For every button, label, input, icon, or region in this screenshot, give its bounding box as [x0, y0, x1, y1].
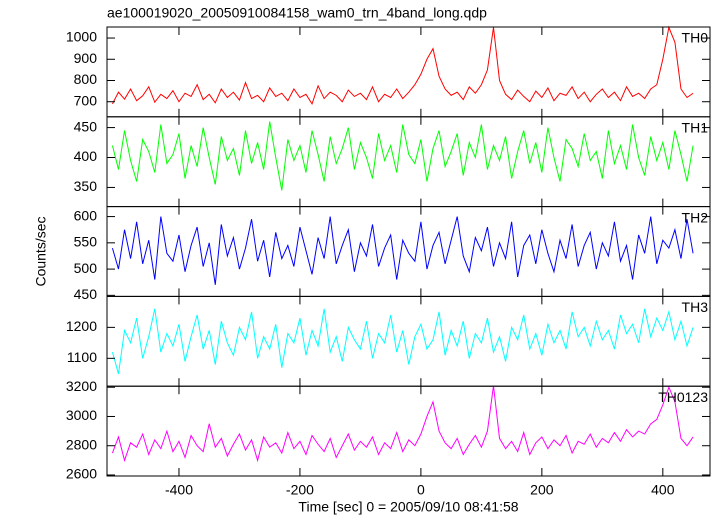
series-label: TH3	[682, 299, 709, 315]
series-line	[111, 308, 694, 374]
x-tick-label: 400	[651, 482, 675, 498]
y-tick-label: 400	[74, 148, 98, 164]
x-tick-label: 0	[417, 482, 425, 498]
series-line	[111, 121, 694, 191]
y-tick-label: 1200	[66, 318, 97, 334]
y-tick-label: 800	[74, 71, 98, 87]
series-label: TH1	[682, 120, 709, 136]
series-label: TH0	[682, 30, 709, 46]
x-tick-label: -200	[286, 482, 314, 498]
x-tick-label: -400	[165, 482, 193, 498]
y-tick-label: 900	[74, 50, 98, 66]
y-tick-label: 3200	[66, 378, 97, 394]
y-tick-label: 350	[74, 178, 98, 194]
series-line	[111, 25, 694, 106]
y-tick-label: 600	[74, 207, 98, 223]
y-tick-label: 3000	[66, 407, 97, 423]
series-label: TH0123	[658, 389, 708, 405]
chart-title: ae100019020_20050910084158_wam0_trn_4ban…	[107, 5, 487, 21]
panel-frame	[106, 295, 711, 387]
panel-frame	[106, 26, 711, 118]
series-line	[111, 216, 694, 285]
y-tick-label: 2600	[66, 466, 97, 482]
y-tick-label: 1000	[66, 29, 97, 45]
series-label: TH2	[682, 209, 709, 225]
x-tick-label: 200	[530, 482, 554, 498]
series-line	[111, 385, 694, 463]
y-tick-label: 1100	[67, 349, 97, 365]
x-axis-label: Time [sec] 0 = 2005/09/10 08:41:58	[298, 499, 518, 515]
y-tick-label: 550	[74, 234, 98, 250]
y-axis-label: Counts/sec	[33, 216, 49, 286]
y-tick-label: 500	[74, 260, 98, 276]
y-tick-label: 700	[74, 92, 98, 108]
y-tick-label: 450	[74, 118, 98, 134]
y-tick-label: 2800	[66, 436, 97, 452]
y-tick-label: 450	[74, 286, 98, 302]
panel-frame	[106, 385, 711, 477]
